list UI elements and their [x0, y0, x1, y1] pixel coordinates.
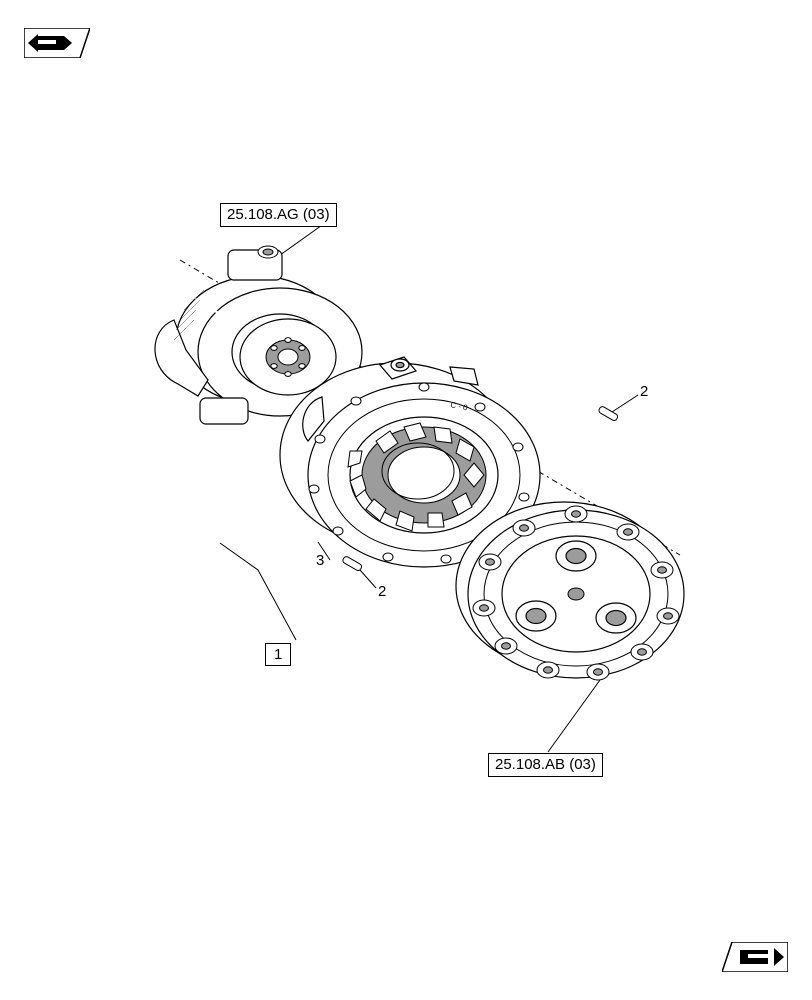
ref-label-top: 25.108.AG (03) — [220, 203, 337, 227]
callout-2b: 2 — [378, 583, 386, 600]
callout-1-box: 1 — [265, 643, 291, 666]
callout-3: 3 — [316, 552, 324, 569]
ref-label-bottom: 25.108.AB (03) — [488, 753, 603, 777]
callout-2a: 2 — [640, 383, 648, 400]
exploded-view: C - 0 — [0, 0, 812, 1000]
diagram-page: C - 0 — [0, 0, 812, 1000]
planetary-carrier — [456, 502, 684, 680]
